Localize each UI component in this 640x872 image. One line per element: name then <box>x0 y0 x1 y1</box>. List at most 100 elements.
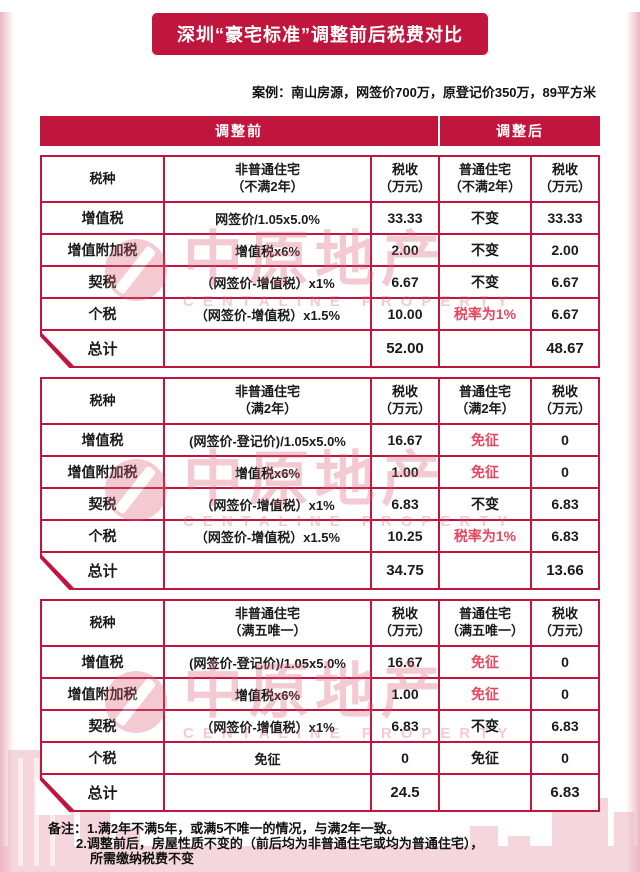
table-cell: 6.83 <box>532 521 598 553</box>
column-header: 税收 （万元） <box>372 379 440 425</box>
table-cell: 增值税x6% <box>165 457 372 489</box>
total-cell: 6.83 <box>532 775 598 810</box>
table-cell: (网签价-登记价)/1.05x5.0% <box>165 425 372 457</box>
data-row: 增值税 网签价/1.05x5.0% 33.33 不变 33.33 <box>42 203 598 235</box>
total-cell <box>440 553 532 588</box>
total-cell <box>165 775 372 810</box>
total-cell: 34.75 <box>372 553 440 588</box>
note-line: 2.调整前后，房屋性质不变的（前后均为非普通住宅或均为普通住宅）， <box>76 836 484 851</box>
total-label: 总计 <box>42 553 165 588</box>
total-text: 34.75 <box>386 562 424 579</box>
data-row: 增值附加税 增值税x6% 1.00 免征 0 <box>42 679 598 711</box>
note-line: 所需缴纳税费不变 <box>90 851 195 866</box>
tax-type-label: 个税 <box>42 743 165 775</box>
page: { "colors": { "primary": "#c0153c", "acc… <box>0 12 640 872</box>
total-text: 总计 <box>87 341 118 358</box>
table-cell: 0 <box>532 679 598 711</box>
tax-type-label: 增值附加税 <box>42 457 165 489</box>
data-row: 个税 （网签价-增值税）x1.5% 10.00 税率为1% 6.67 <box>42 299 598 331</box>
table-cell: 不变 <box>440 267 532 299</box>
total-text: 总计 <box>87 785 118 802</box>
table-cell: 6.83 <box>532 711 598 743</box>
table-cell: （网签价-增值税）x1% <box>165 489 372 521</box>
header-row: 税种 非普通住宅 （满2年） 税收 （万元） 普通住宅 （满2年） 税收 （万元） <box>42 379 598 425</box>
total-cell: 52.00 <box>372 331 440 366</box>
data-row: 个税 （网签价-增值税）x1.5% 10.25 税率为1% 6.83 <box>42 521 598 553</box>
total-text: 6.83 <box>550 784 580 801</box>
table-cell: 6.83 <box>532 489 598 521</box>
total-label: 总计 <box>42 775 165 810</box>
table-cell: 10.25 <box>372 521 440 553</box>
tax-type-label: 个税 <box>42 299 165 331</box>
data-row: 增值税 (网签价-登记价)/1.05x5.0% 16.67 免征 0 <box>42 425 598 457</box>
table-cell: （网签价-增值税）x1.5% <box>165 299 372 331</box>
table-cell: 税率为1% <box>440 521 532 553</box>
total-text: 总计 <box>87 563 118 580</box>
table-cell: 2.00 <box>532 235 598 267</box>
table-cell: 6.67 <box>532 299 598 331</box>
total-text: 52.00 <box>386 340 424 357</box>
total-cell: 24.5 <box>372 775 440 810</box>
total-text: 24.5 <box>390 784 420 801</box>
column-header: 非普通住宅 （满五唯一） <box>165 601 372 647</box>
table-cell: 增值税x6% <box>165 679 372 711</box>
total-text: 48.67 <box>546 340 584 357</box>
column-header: 税收 （万元） <box>532 601 598 647</box>
tax-table-1: 税种 非普通住宅 （不满2年） 税收 （万元） 普通住宅 （不满2年） 税收 （万元）增… <box>40 155 600 368</box>
total-cell <box>165 553 372 588</box>
data-row: 契税 （网签价-增值税）x1% 6.67 不变 6.67 <box>42 267 598 299</box>
table-cell: 不变 <box>440 203 532 235</box>
tax-type-label: 契税 <box>42 711 165 743</box>
total-cell <box>440 331 532 366</box>
column-header: 普通住宅 （不满2年） <box>440 157 532 203</box>
table-cell: 0 <box>532 425 598 457</box>
header-row: 税种 非普通住宅 （满五唯一） 税收 （万元） 普通住宅 （满五唯一） 税收 （万元） <box>42 601 598 647</box>
adjustment-header-bar: 调整前 调整后 <box>40 116 600 146</box>
tax-type-label: 契税 <box>42 489 165 521</box>
table-cell: 33.33 <box>372 203 440 235</box>
table-cell: 6.67 <box>532 267 598 299</box>
table-cell: 6.83 <box>372 711 440 743</box>
table-cell: （网签价-增值税）x1.5% <box>165 521 372 553</box>
table-cell: （网签价-增值税）x1% <box>165 711 372 743</box>
table-cell: 网签价/1.05x5.0% <box>165 203 372 235</box>
total-cell: 13.66 <box>532 553 598 588</box>
after-adjustment-header: 调整后 <box>440 116 600 146</box>
tax-type-label: 增值税 <box>42 425 165 457</box>
notes: 备注：1.满2年不满5年，或满5不唯一的情况，与满2年一致。 2.调整前后，房屋… <box>0 821 640 866</box>
total-cell <box>165 331 372 366</box>
tax-table-3: 税种 非普通住宅 （满五唯一） 税收 （万元） 普通住宅 （满五唯一） 税收 （万元）增… <box>40 599 600 812</box>
table-cell: 免征 <box>440 743 532 775</box>
table-cell: 2.00 <box>372 235 440 267</box>
table-cell: 免征 <box>440 457 532 489</box>
table-cell: 0 <box>532 743 598 775</box>
column-header: 普通住宅 （满五唯一） <box>440 601 532 647</box>
column-header: 税收 （万元） <box>372 601 440 647</box>
data-row: 增值税 (网签价-登记价)/1.05x5.0% 16.67 免征 0 <box>42 647 598 679</box>
tax-type-label: 契税 <box>42 267 165 299</box>
tax-type-label: 增值附加税 <box>42 235 165 267</box>
case-description: 案例：南山房源，网签价700万，原登记价350万，89平方米 <box>252 85 596 100</box>
table-cell: 免征 <box>440 647 532 679</box>
total-label: 总计 <box>42 331 165 366</box>
table-cell: 1.00 <box>372 457 440 489</box>
table-cell: 6.83 <box>372 489 440 521</box>
header-row: 税种 非普通住宅 （不满2年） 税收 （万元） 普通住宅 （不满2年） 税收 （万元） <box>42 157 598 203</box>
column-header: 税收 （万元） <box>372 157 440 203</box>
table-cell: 免征 <box>165 743 372 775</box>
total-cell: 48.67 <box>532 331 598 366</box>
tables-area: 税种 非普通住宅 （不满2年） 税收 （万元） 普通住宅 （不满2年） 税收 （万元）增… <box>0 155 640 812</box>
column-header: 税种 <box>42 379 165 425</box>
data-row: 个税 免征 0 免征 0 <box>42 743 598 775</box>
total-cell <box>440 775 532 810</box>
table-cell: 增值税x6% <box>165 235 372 267</box>
column-header: 普通住宅 （满2年） <box>440 379 532 425</box>
tax-table-2: 税种 非普通住宅 （满2年） 税收 （万元） 普通住宅 （满2年） 税收 （万元） 增值税… <box>40 377 600 590</box>
table-cell: 0 <box>532 647 598 679</box>
tax-type-label: 增值税 <box>42 647 165 679</box>
table-cell: 10.00 <box>372 299 440 331</box>
note-line: 备注：1.满2年不满5年，或满5不唯一的情况，与满2年一致。 <box>48 821 400 836</box>
data-row: 增值附加税 增值税x6% 1.00 免征 0 <box>42 457 598 489</box>
data-row: 契税 （网签价-增值税）x1% 6.83 不变 6.83 <box>42 711 598 743</box>
table-cell: 16.67 <box>372 425 440 457</box>
